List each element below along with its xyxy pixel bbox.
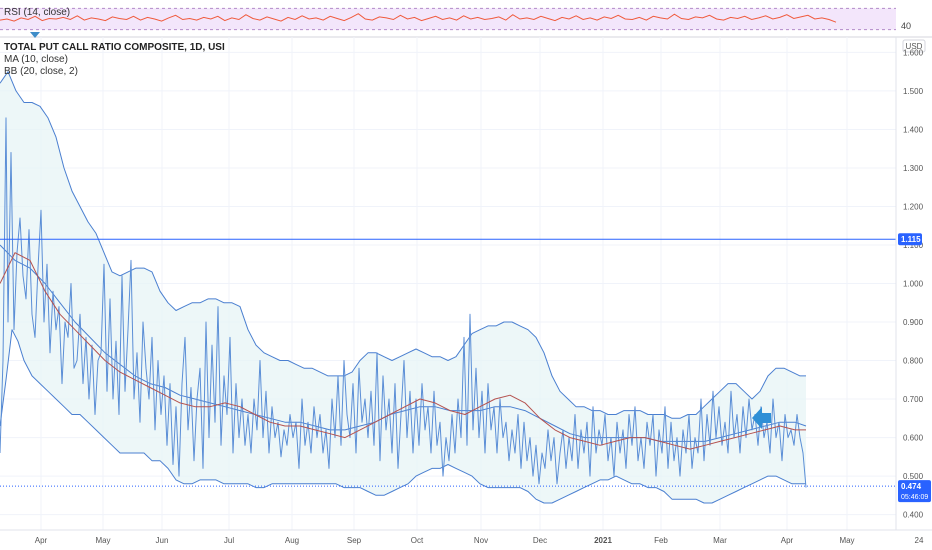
y-tick-label: 1.100 [903, 241, 924, 250]
x-tick-label: Mar [713, 536, 727, 545]
y-tick-label: 0.900 [903, 318, 924, 327]
y-tick-label: 1.500 [903, 87, 924, 96]
series-price [0, 117, 807, 488]
rsi-label: RSI (14, close) [4, 7, 70, 18]
legend: TOTAL PUT CALL RATIO COMPOSITE, 1D, USI … [4, 42, 225, 77]
y-tick-label: 0.500 [903, 472, 924, 481]
last-price-value: 0.474 [901, 482, 922, 491]
x-tick-label: Nov [474, 536, 488, 545]
rsi-line [0, 13, 837, 23]
legend-bb[interactable]: BB (20, close, 2) [4, 66, 78, 77]
rsi-band-fill [0, 8, 896, 30]
x-tick-label: Apr [35, 536, 48, 545]
time-axis[interactable]: Apr May Jun Jul Aug Sep Oct Nov Dec 2021 Feb Mar Apr… [0, 529, 932, 545]
pane-collapse-marker-icon[interactable] [30, 32, 40, 38]
y-tick-label: 1.400 [903, 125, 924, 134]
last-price-tag[interactable] [898, 480, 931, 503]
x-tick-label: Feb [654, 536, 668, 545]
currency-label: USD [906, 42, 923, 51]
bb-fill [0, 71, 806, 503]
x-tick-label: Jun [156, 536, 169, 545]
x-tick-label: May [95, 536, 110, 545]
y-tick-label: 0.700 [903, 395, 924, 404]
y-tick-label: 1.300 [903, 164, 924, 173]
legend-ma[interactable]: MA (10, close) [4, 54, 68, 65]
x-tick-label: Jul [224, 536, 234, 545]
x-tick-label: 2021 [594, 536, 612, 545]
y-tick-label: 0.400 [903, 511, 924, 520]
series-bb-lower [0, 329, 806, 504]
series-bb-upper [0, 71, 806, 419]
x-tick-label: Oct [411, 536, 424, 545]
x-tick-label: Aug [285, 536, 299, 545]
price-axis[interactable]: USD 1.600 1.500 1.400 1.300 1.200 1.100 1.000 0… [895, 37, 931, 530]
currency-box[interactable] [902, 39, 926, 53]
x-tick-label: Sep [347, 536, 362, 545]
rsi-pane: RSI (14, close) 40 [0, 7, 911, 31]
x-tick-label: Dec [533, 536, 547, 545]
legend-symbol-title[interactable]: TOTAL PUT CALL RATIO COMPOSITE, 1D, USI [4, 42, 225, 53]
y-tick-label: 1.200 [903, 202, 924, 211]
y-tick-label: 0.600 [903, 434, 924, 443]
x-tick-label: May [839, 536, 854, 545]
horizontal-line-value: 1.115 [901, 235, 921, 244]
horizontal-line-tag[interactable] [898, 233, 922, 246]
rsi-level-label: 40 [901, 21, 911, 31]
last-price-countdown: 05:46:09 [901, 494, 928, 501]
plot-area[interactable] [0, 71, 896, 504]
y-tick-label: 0.800 [903, 357, 924, 366]
x-tick-label: Apr [781, 536, 794, 545]
y-tick-label: 1.600 [903, 48, 924, 57]
series-ma [0, 252, 806, 450]
annotation-arrow-left-icon[interactable] [752, 407, 771, 429]
x-tick-label: 24 [915, 536, 924, 545]
y-tick-label: 1.000 [903, 280, 924, 289]
